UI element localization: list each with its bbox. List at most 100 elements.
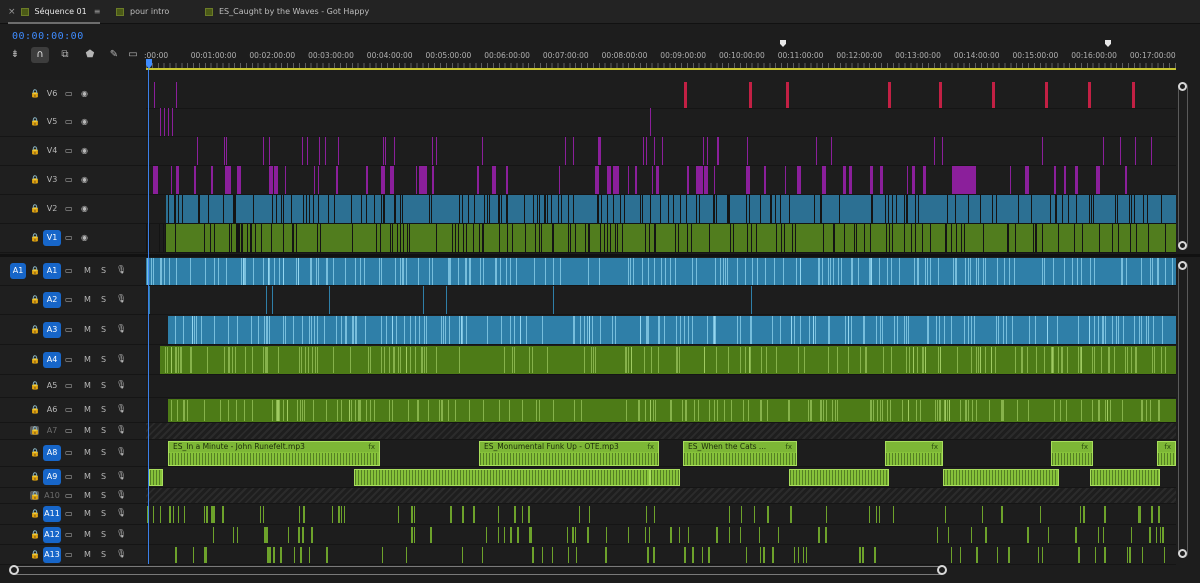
zoom-handle-right[interactable] bbox=[937, 565, 947, 575]
microphone-icon[interactable]: 🎙 bbox=[116, 354, 127, 363]
close-icon[interactable]: × bbox=[8, 7, 16, 17]
toggle-sync-lock-icon[interactable]: ▭ bbox=[65, 381, 73, 390]
video-clip[interactable] bbox=[269, 166, 273, 194]
audio-clip[interactable] bbox=[798, 547, 799, 563]
audio-clip[interactable] bbox=[406, 547, 407, 563]
video-clip[interactable] bbox=[1042, 137, 1043, 165]
audio-clip[interactable] bbox=[976, 547, 978, 563]
lock-icon[interactable]: 🔒 bbox=[30, 175, 40, 184]
video-clip[interactable] bbox=[319, 137, 320, 165]
audio-clip[interactable] bbox=[213, 506, 215, 523]
video-clip[interactable] bbox=[1075, 166, 1078, 194]
video-clip[interactable] bbox=[1135, 137, 1136, 165]
video-clip[interactable] bbox=[176, 166, 179, 194]
audio-clip[interactable] bbox=[751, 286, 752, 314]
solo-button[interactable]: S bbox=[101, 530, 107, 539]
video-clip[interactable] bbox=[934, 137, 935, 165]
video-clip[interactable] bbox=[628, 166, 629, 194]
audio-clip[interactable] bbox=[997, 547, 998, 563]
audio-clip[interactable] bbox=[862, 547, 864, 563]
audio-clip[interactable] bbox=[879, 506, 880, 523]
audio-clip[interactable] bbox=[1151, 506, 1153, 523]
video-lane-v4[interactable] bbox=[146, 137, 1176, 166]
video-clip[interactable] bbox=[506, 166, 508, 194]
lock-icon[interactable]: 🔒 bbox=[30, 509, 40, 518]
audio-clip[interactable] bbox=[567, 527, 568, 543]
track-name-a2[interactable]: A2 bbox=[43, 292, 61, 308]
audio-clip[interactable] bbox=[684, 547, 686, 563]
lock-icon[interactable]: 🔒 bbox=[30, 405, 40, 414]
video-clip[interactable] bbox=[1120, 137, 1121, 165]
video-clip[interactable] bbox=[274, 166, 278, 194]
audio-clip[interactable] bbox=[654, 506, 655, 523]
audio-clip[interactable] bbox=[945, 506, 946, 523]
audio-clip[interactable] bbox=[1078, 547, 1080, 563]
audio-lane-a8[interactable]: ES_In a Minute - John Runefelt.mp3 fx ES_M… bbox=[146, 440, 1176, 467]
video-clip[interactable] bbox=[211, 166, 213, 194]
video-clip[interactable] bbox=[912, 166, 915, 194]
audio-clip[interactable] bbox=[263, 506, 264, 523]
video-clip[interactable] bbox=[269, 137, 270, 165]
microphone-icon[interactable]: 🎙 bbox=[116, 490, 127, 499]
audio-clip[interactable] bbox=[1131, 527, 1132, 543]
video-clip[interactable] bbox=[880, 166, 883, 194]
audio-clip[interactable] bbox=[576, 547, 577, 563]
mute-button[interactable]: M bbox=[84, 448, 91, 457]
track-insert-icon[interactable]: ⇟ bbox=[10, 49, 20, 60]
video-clip[interactable] bbox=[390, 166, 394, 194]
video-vertical-scrollbar[interactable] bbox=[1178, 82, 1188, 250]
audio-clip[interactable] bbox=[462, 506, 464, 523]
audio-clip[interactable]: fx bbox=[1157, 441, 1176, 466]
track-name-a10[interactable]: A10 bbox=[44, 491, 60, 500]
audio-clip[interactable] bbox=[529, 527, 531, 543]
video-clip[interactable] bbox=[1132, 82, 1135, 108]
audio-clip[interactable] bbox=[482, 547, 483, 563]
audio-clip[interactable] bbox=[1095, 547, 1096, 563]
tab-caught-by-the-waves[interactable]: ES_Caught by the Waves - Got Happy bbox=[205, 4, 369, 20]
video-clip[interactable] bbox=[314, 166, 315, 194]
audio-clip[interactable] bbox=[414, 506, 415, 523]
mute-button[interactable]: M bbox=[84, 355, 91, 364]
audio-clip[interactable] bbox=[462, 547, 463, 563]
scroll-handle[interactable] bbox=[1178, 241, 1187, 250]
audio-clip[interactable] bbox=[414, 527, 415, 543]
audio-clip[interactable] bbox=[628, 527, 629, 543]
wrench-icon[interactable]: ✎ bbox=[109, 49, 119, 60]
audio-clip[interactable] bbox=[272, 286, 273, 314]
audio-clip[interactable] bbox=[213, 527, 214, 543]
audio-clip[interactable] bbox=[411, 506, 413, 523]
lock-icon[interactable]: 🔒 bbox=[30, 295, 40, 304]
audio-clip[interactable] bbox=[1038, 547, 1039, 563]
audio-clip[interactable] bbox=[264, 527, 265, 543]
audio-clip[interactable] bbox=[517, 527, 519, 543]
microphone-icon[interactable]: 🎙 bbox=[116, 529, 127, 538]
audio-clip[interactable] bbox=[937, 527, 938, 543]
audio-clip[interactable] bbox=[1027, 527, 1029, 543]
microphone-icon[interactable]: 🎙 bbox=[116, 447, 127, 456]
audio-clip[interactable] bbox=[168, 399, 1176, 422]
sequence-marker-icon[interactable] bbox=[1105, 40, 1111, 47]
marker-icon[interactable]: ⬟ bbox=[85, 49, 95, 60]
audio-clip[interactable] bbox=[273, 547, 275, 563]
video-clip[interactable] bbox=[687, 166, 689, 194]
audio-clip[interactable] bbox=[266, 286, 267, 314]
audio-lane-a12[interactable] bbox=[146, 525, 1176, 545]
track-name-a4[interactable]: A4 bbox=[43, 352, 61, 368]
track-name-a11[interactable]: A11 bbox=[43, 506, 61, 522]
lock-icon[interactable]: 🔒 bbox=[30, 266, 40, 275]
video-clip[interactable] bbox=[824, 166, 826, 194]
video-clip[interactable] bbox=[654, 137, 655, 165]
track-name-a13[interactable]: A13 bbox=[43, 547, 61, 563]
audio-lane-a1[interactable] bbox=[146, 257, 1176, 286]
audio-clip[interactable] bbox=[1075, 527, 1077, 543]
mute-button[interactable]: M bbox=[84, 426, 91, 435]
video-clip[interactable] bbox=[154, 82, 155, 108]
audio-clip[interactable] bbox=[326, 547, 328, 563]
track-name-v2[interactable]: V2 bbox=[46, 204, 58, 213]
video-clip[interactable] bbox=[747, 137, 748, 165]
mute-button[interactable]: M bbox=[84, 295, 91, 304]
audio-clip[interactable] bbox=[1158, 506, 1160, 523]
audio-clip[interactable] bbox=[265, 527, 266, 543]
video-clip[interactable] bbox=[225, 166, 229, 194]
audio-clip[interactable] bbox=[579, 506, 580, 523]
